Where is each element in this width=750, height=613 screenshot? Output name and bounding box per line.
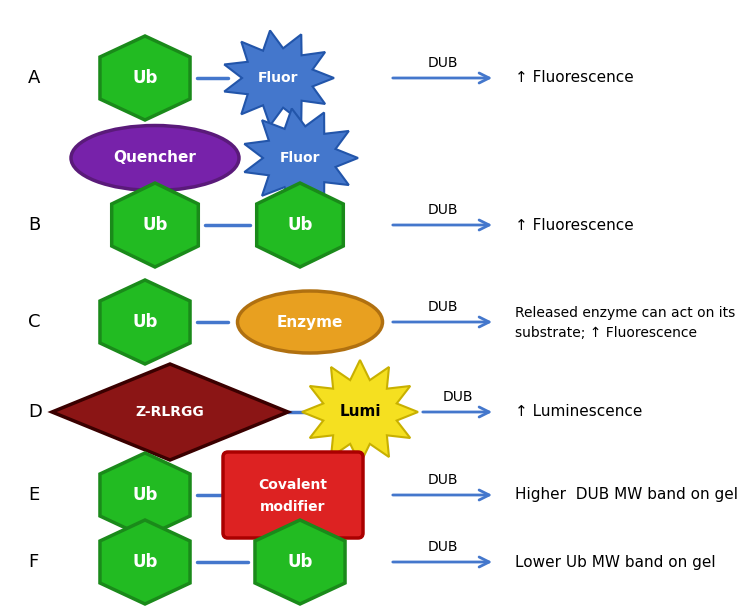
Text: E: E xyxy=(28,486,39,504)
Text: Covalent: Covalent xyxy=(259,478,328,492)
Text: D: D xyxy=(28,403,42,421)
Polygon shape xyxy=(100,36,190,120)
Polygon shape xyxy=(100,453,190,537)
Text: Enzyme: Enzyme xyxy=(277,314,344,330)
Text: Z-RLRGG: Z-RLRGG xyxy=(136,405,204,419)
Polygon shape xyxy=(100,520,190,604)
Text: Ub: Ub xyxy=(132,69,158,87)
Text: B: B xyxy=(28,216,40,234)
Text: A: A xyxy=(28,69,40,87)
FancyBboxPatch shape xyxy=(223,452,363,538)
Text: Ub: Ub xyxy=(132,486,158,504)
Text: Higher  DUB MW band on gel: Higher DUB MW band on gel xyxy=(515,487,738,503)
Text: Quencher: Quencher xyxy=(113,151,196,166)
Text: Ub: Ub xyxy=(142,216,168,234)
Text: DUB: DUB xyxy=(442,390,472,404)
Text: ↑ Luminescence: ↑ Luminescence xyxy=(515,405,642,419)
Text: ↑ Fluorescence: ↑ Fluorescence xyxy=(515,218,634,232)
Polygon shape xyxy=(52,364,288,460)
Polygon shape xyxy=(256,183,344,267)
Text: Fluor: Fluor xyxy=(258,71,299,85)
Text: Ub: Ub xyxy=(287,216,313,234)
Text: substrate; ↑ Fluorescence: substrate; ↑ Fluorescence xyxy=(515,326,697,340)
Text: Ub: Ub xyxy=(287,553,313,571)
Polygon shape xyxy=(244,109,358,207)
Text: DUB: DUB xyxy=(427,473,458,487)
Text: DUB: DUB xyxy=(427,203,458,217)
Text: Ub: Ub xyxy=(132,553,158,571)
Text: ↑ Fluorescence: ↑ Fluorescence xyxy=(515,70,634,85)
Ellipse shape xyxy=(238,291,382,353)
Ellipse shape xyxy=(71,126,239,191)
Text: Lumi: Lumi xyxy=(339,405,381,419)
Polygon shape xyxy=(112,183,198,267)
Text: DUB: DUB xyxy=(427,540,458,554)
Polygon shape xyxy=(255,520,345,604)
Text: Fluor: Fluor xyxy=(280,151,320,165)
Polygon shape xyxy=(302,360,418,464)
Text: F: F xyxy=(28,553,38,571)
Text: DUB: DUB xyxy=(427,300,458,314)
Text: Released enzyme can act on its: Released enzyme can act on its xyxy=(515,306,735,320)
Polygon shape xyxy=(224,31,334,126)
Text: DUB: DUB xyxy=(427,56,458,70)
Text: modifier: modifier xyxy=(260,500,326,514)
Polygon shape xyxy=(100,280,190,364)
Text: C: C xyxy=(28,313,40,331)
Text: Ub: Ub xyxy=(132,313,158,331)
Text: Lower Ub MW band on gel: Lower Ub MW band on gel xyxy=(515,555,715,569)
